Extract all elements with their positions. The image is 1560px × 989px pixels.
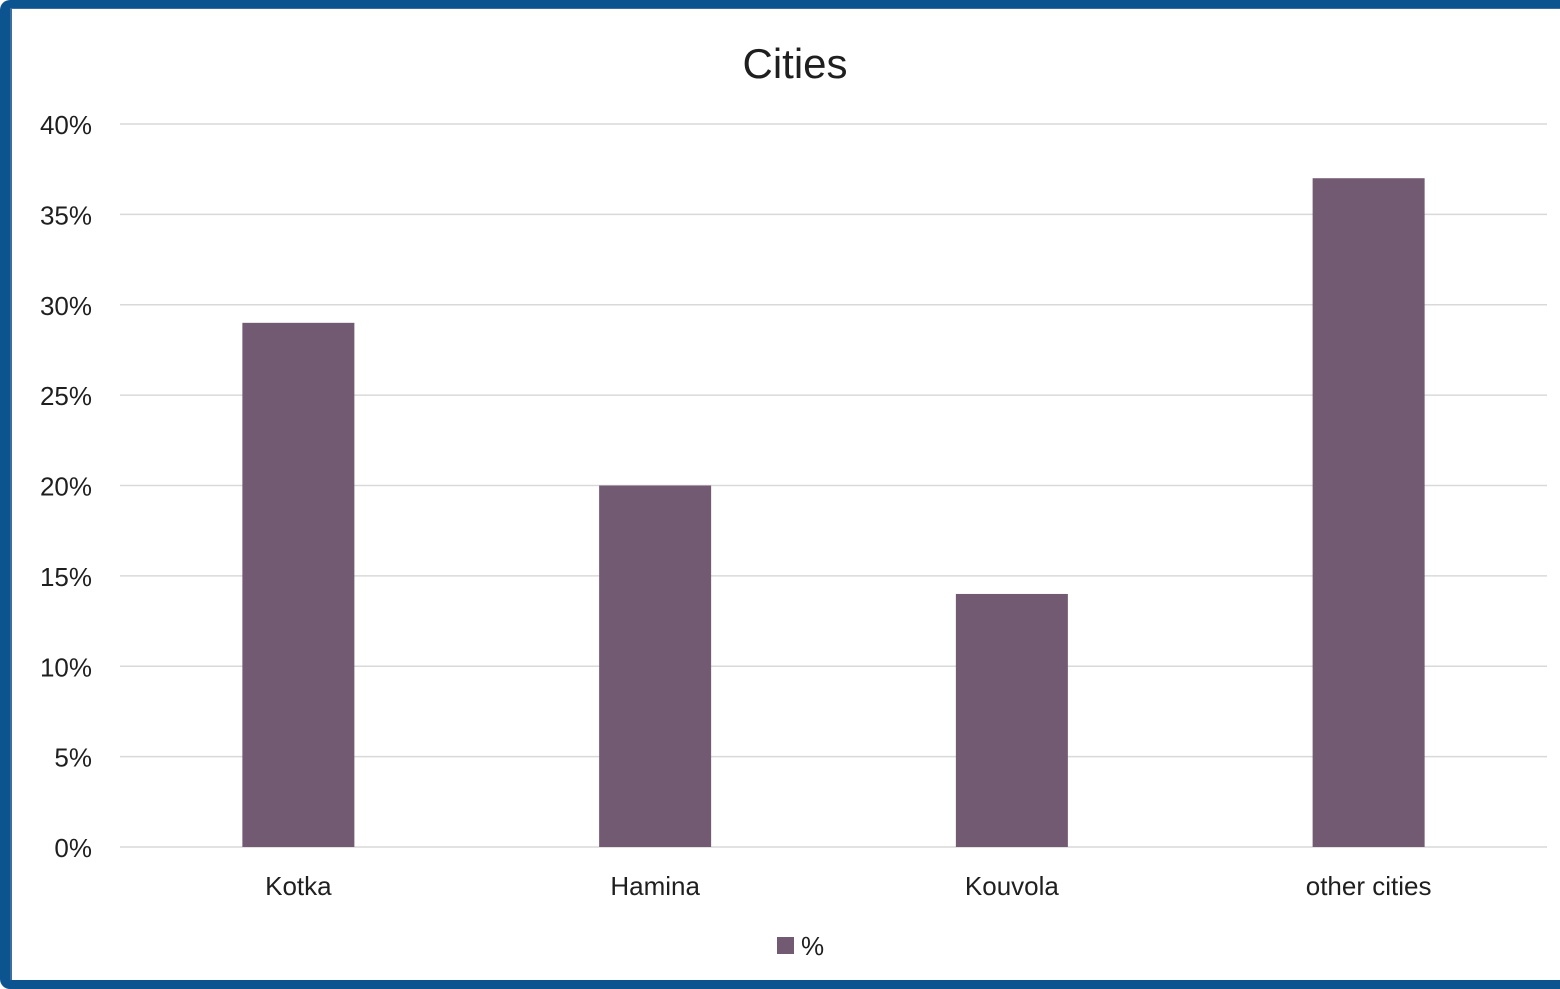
legend: % [777,931,824,961]
legend-label: % [801,931,824,961]
y-tick-label: 10% [40,652,92,682]
x-category-label: other cities [1306,871,1432,901]
y-tick-label: 35% [40,200,92,230]
x-category-label: Kotka [265,871,332,901]
x-category-label: Hamina [610,871,700,901]
y-tick-label: 20% [40,472,92,502]
y-tick-label: 40% [40,110,92,140]
y-tick-label: 25% [40,381,92,411]
chart-title: Cities [742,40,847,87]
x-category-label: Kouvola [965,871,1059,901]
y-tick-label: 0% [54,833,92,863]
gridlines [120,123,1547,848]
chart-area-border [10,8,1560,980]
bars [242,178,1425,848]
bar-other-cities [1312,178,1425,848]
bar-kotka [242,322,355,847]
y-axis-tick-labels: 0% 5% 10% 15% 20% 25% 30% 35% 40% [40,110,92,863]
y-tick-label: 15% [40,562,92,592]
bar-hamina [599,485,712,847]
bar-kouvola [955,593,1068,847]
x-axis-category-labels: Kotka Hamina Kouvola other cities [265,871,1431,901]
legend-swatch [777,937,794,954]
y-tick-label: 30% [40,291,92,321]
y-tick-label: 5% [54,743,92,773]
